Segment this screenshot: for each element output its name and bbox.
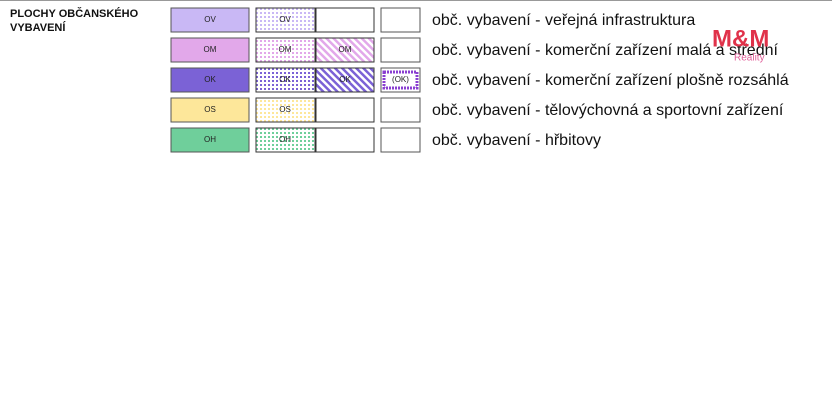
solid-box [170,97,250,123]
small-box [380,97,421,123]
code: OS [279,105,291,114]
dotted-box [255,37,316,63]
description: obč. vybavení - komerční zařízení malá a… [432,42,778,59]
hatched-box [315,37,375,63]
dotted-box [255,7,316,33]
heading: VYBAVENÍ [10,21,66,34]
hatched-box [315,7,375,33]
solid-box [170,7,250,33]
heading: PLOCHY OBČANSKÉHO [10,7,139,20]
watermark-logo: M&M [712,25,769,52]
special-frame [382,70,419,90]
code: OK [279,75,291,84]
description: obč. vybavení - veřejná infrastruktura [432,12,695,29]
watermark-sub: Reality [734,53,765,64]
solid-box [170,37,250,63]
code: OV [204,15,216,24]
description: obč. vybavení - hřbitovy [432,132,601,149]
description: obč. vybavení - komerční zařízení plošně… [432,72,789,89]
hatched-box [315,97,375,123]
small-box [380,37,421,63]
code: OH [279,135,291,144]
small-box [380,7,421,33]
code: OV [279,15,291,24]
code: (OK) [392,75,409,84]
dotted-box [255,97,316,123]
dotted-box [255,67,316,93]
code: OK [204,75,216,84]
code: OM [339,45,352,54]
rows: OV OV obč. vybavení - veřejná infrastruktu… [170,7,789,153]
hatched-box [315,67,375,93]
code: OK [339,75,351,84]
code: OM [204,45,217,54]
solid-box [170,127,250,153]
description: obč. vybavení - tělovýchovná a sportovní… [432,102,784,119]
code: OH [204,135,216,144]
dotted-box [255,127,316,153]
code: OM [279,45,292,54]
small-box [380,127,421,153]
solid-box [170,67,250,93]
hatched-box [315,127,375,153]
code: OS [204,105,216,114]
